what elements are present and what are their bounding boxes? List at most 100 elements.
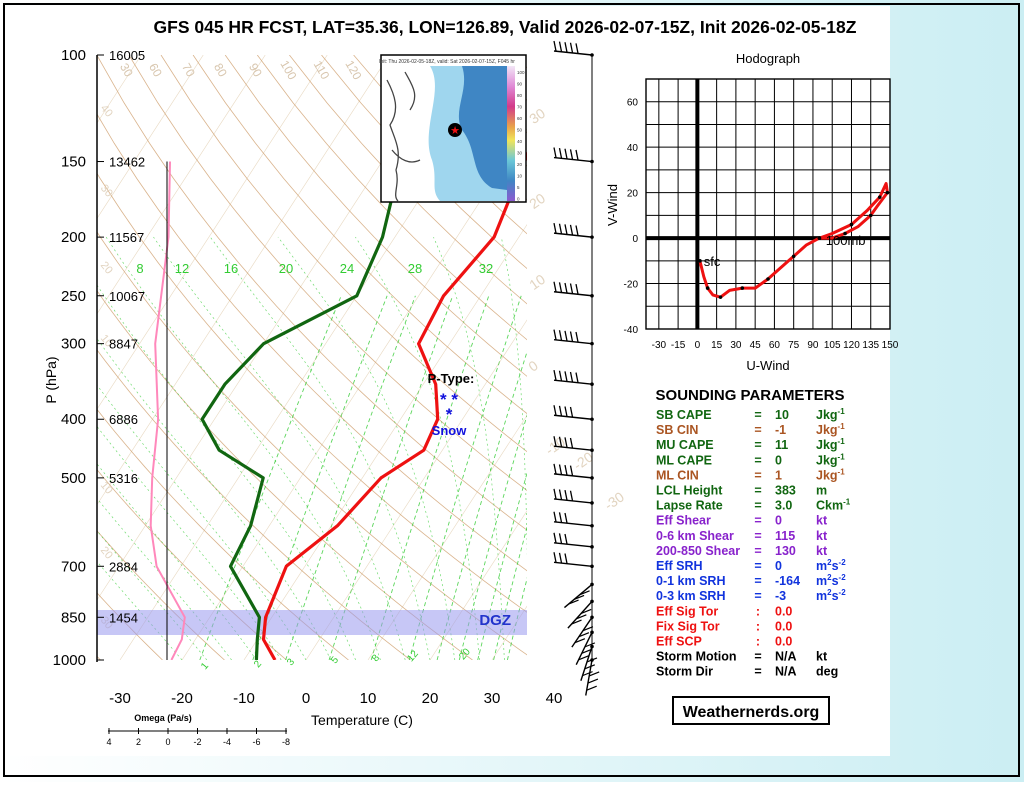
hodograph-title: Hodograph [736,51,800,66]
hodograph-x-tick-label: 90 [807,340,819,351]
hodograph-point [818,236,822,240]
parameter-name: Eff Sig Tor [656,604,718,618]
parameter-name: ML CIN [656,468,699,482]
parameter-equals: = [754,574,761,588]
ptype-label: P-Type: [428,371,475,386]
temperature-tick-label: 0 [302,690,310,707]
height-label: 13462 [109,155,145,170]
parameter-equals: = [754,589,761,603]
hodograph-x-tick-label: 0 [695,340,701,351]
hodograph-point [792,254,796,258]
pressure-tick-label: 200 [61,229,86,246]
parameter-equals: = [754,499,761,513]
pressure-tick-label: 100 [61,47,86,64]
parameter-name: 0-6 km Shear [656,529,734,543]
height-label: 8847 [109,337,138,352]
hodograph-y-tick-label: 60 [627,98,639,109]
hodograph-y-tick-label: -20 [624,280,639,291]
parameter-unit: m [816,484,827,498]
height-label: 10067 [109,289,145,304]
dgz-label: DGZ [479,612,511,629]
colorbar-label: 70 [517,105,523,110]
omega-axis-title: Omega (Pa/s) [134,713,192,723]
hodograph-x-tick-label: 120 [843,340,860,351]
parameter-equals: = [754,665,761,679]
parameter-name: Lapse Rate [656,499,723,513]
colorbar-label: 90 [517,82,523,87]
parameter-value: 0.0 [775,619,792,633]
parameter-equals: = [754,453,761,467]
colorbar-label: 30 [517,151,523,156]
parameter-equals: = [754,438,761,452]
pressure-tick-label: 500 [61,470,86,487]
hodograph-ylabel: V-Wind [605,184,620,226]
parameter-value: -1 [775,423,786,437]
parameter-value: 3.0 [775,499,792,513]
parameter-name: ML CAPE [656,453,712,467]
inset-map-header: Init: Thu 2026-02-05-18Z, valid: Sat 202… [379,59,515,65]
hodograph-y-tick-label: 40 [627,143,639,154]
parameter-equals: = [754,514,761,528]
mixing-ratio-label: 28 [408,261,422,276]
colorbar-label: 50 [517,128,523,133]
parameter-value: 115 [775,529,795,543]
omega-tick-label: -6 [252,737,260,747]
hodograph-x-tick-label: 30 [730,340,742,351]
temperature-tick-label: 10 [360,690,377,707]
parameter-name: Eff Shear [656,514,711,528]
temperature-tick-label: 20 [422,690,439,707]
parameter-name: MU CAPE [656,438,714,452]
hodograph-point [741,286,745,290]
height-label: 6886 [109,412,138,427]
chart-title: GFS 045 HR FCST, LAT=35.36, LON=126.89, … [154,17,857,37]
hodograph-x-tick-label: 135 [862,340,879,351]
colorbar-label: 40 [517,139,523,144]
hodograph-point [869,214,873,218]
hodograph-sfc-label: sfc [704,254,721,269]
hodograph-point [850,223,854,227]
parameter-name: Storm Dir [656,665,713,679]
pressure-tick-label: 1000 [53,652,86,669]
hodograph-y-tick-label: 20 [627,189,639,200]
parameter-equals: = [754,484,761,498]
hodograph-point [698,259,702,263]
hodograph-point [886,191,890,195]
pressure-tick-label: 700 [61,558,86,575]
hodograph-x-tick-label: -15 [671,340,686,351]
mixing-ratio-label: 20 [279,261,293,276]
hodograph-x-tick-label: 150 [882,340,899,351]
colorbar-label: 10 [517,174,523,179]
parameter-value: 10 [775,408,789,422]
omega-tick-label: -2 [193,737,201,747]
omega-tick-label: -8 [282,737,290,747]
parameter-equals: = [754,650,761,664]
parameter-equals: : [756,604,760,618]
parameter-equals: : [756,619,760,633]
hodograph-frame [646,79,890,329]
pressure-tick-label: 300 [61,336,86,353]
hodograph-x-tick-label: -30 [652,340,667,351]
skewt-xlabel: Temperature (C) [311,712,413,728]
parameter-value: 0 [775,514,782,528]
parameter-name: 200-850 Shear [656,544,740,558]
hodograph-x-tick-label: 75 [788,340,800,351]
hodograph-y-tick-label: 0 [632,234,638,245]
colorbar-label: 80 [517,93,523,98]
omega-tick-label: 2 [136,737,141,747]
ptype-value: Snow [432,423,468,438]
parameter-value: 0 [775,559,782,573]
parameter-value: N/A [775,650,797,664]
parameter-value: 1 [775,468,782,482]
hodograph-x-tick-label: 15 [711,340,723,351]
hodograph-y-tick-label: -40 [624,325,639,336]
parameter-equals: = [754,529,761,543]
colorbar-label: 100 [517,70,525,75]
parameter-equals: = [754,408,761,422]
parameter-value: 11 [775,438,788,452]
parameter-unit: kt [816,650,828,664]
weathernerds-link[interactable]: Weathernerds.org [683,704,820,721]
parameter-name: Eff SRH [656,559,703,573]
parameter-value: 383 [775,484,796,498]
